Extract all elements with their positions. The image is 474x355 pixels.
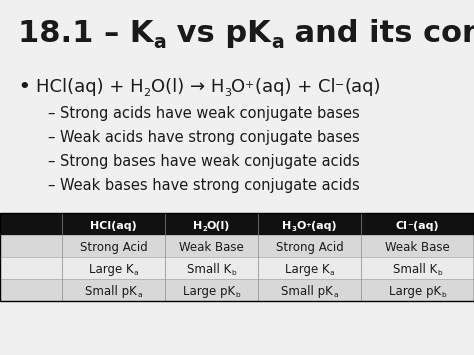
Text: Large pK: Large pK	[183, 285, 235, 298]
Text: Small pK: Small pK	[85, 285, 137, 298]
Text: a: a	[333, 292, 337, 298]
Text: b: b	[438, 270, 442, 276]
Text: a: a	[134, 270, 138, 276]
Text: Large pK: Large pK	[389, 285, 441, 298]
Text: Strong Acid: Strong Acid	[275, 241, 343, 254]
Text: b: b	[441, 292, 446, 298]
Text: 2: 2	[202, 226, 207, 232]
Text: a: a	[271, 33, 284, 52]
Text: H: H	[282, 221, 292, 231]
Text: HCl(aq) + H: HCl(aq) + H	[36, 78, 144, 96]
Bar	[0, 213, 474, 235]
Text: −: −	[335, 80, 345, 91]
Text: 18.1 – K: 18.1 – K	[18, 19, 154, 48]
Text: (aq) + Cl: (aq) + Cl	[255, 78, 335, 96]
Text: 3: 3	[224, 88, 231, 98]
Text: and its conjugates: and its conjugates	[284, 19, 474, 48]
Bar	[0, 257, 474, 279]
Text: a: a	[154, 33, 166, 52]
Text: Small K: Small K	[187, 263, 231, 276]
Text: – Strong acids have weak conjugate bases: – Strong acids have weak conjugate bases	[48, 106, 360, 121]
Text: 2: 2	[144, 88, 151, 98]
Text: a: a	[137, 292, 142, 298]
Text: O: O	[296, 221, 306, 231]
Text: HCl(aq): HCl(aq)	[90, 221, 137, 231]
Text: −: −	[408, 222, 413, 228]
Text: •: •	[18, 78, 29, 96]
Text: – Strong bases have weak conjugate acids: – Strong bases have weak conjugate acids	[48, 154, 360, 169]
Text: (aq): (aq)	[345, 78, 381, 96]
Text: (aq): (aq)	[311, 221, 337, 231]
Text: Small K: Small K	[393, 263, 438, 276]
Text: Strong Acid: Strong Acid	[80, 241, 147, 254]
Bar	[0, 279, 474, 301]
Text: H: H	[193, 221, 202, 231]
Text: +: +	[306, 222, 311, 228]
Text: +: +	[245, 80, 255, 91]
Text: vs pK: vs pK	[166, 19, 271, 48]
Text: Small pK: Small pK	[281, 285, 333, 298]
Text: – Weak acids have strong conjugate bases: – Weak acids have strong conjugate bases	[48, 130, 360, 145]
Text: – Weak bases have strong conjugate acids: – Weak bases have strong conjugate acids	[48, 178, 360, 193]
Text: Large K: Large K	[285, 263, 329, 276]
Text: b: b	[235, 292, 240, 298]
Text: O(l) → H: O(l) → H	[151, 78, 224, 96]
Bar	[0, 235, 474, 257]
Text: Cl: Cl	[396, 221, 408, 231]
Text: Weak Base: Weak Base	[179, 241, 244, 254]
Text: O: O	[231, 78, 245, 96]
Text: b: b	[231, 270, 236, 276]
Text: Weak Base: Weak Base	[385, 241, 450, 254]
Bar	[0, 213, 474, 301]
Text: a: a	[329, 270, 334, 276]
Text: O(l): O(l)	[207, 221, 230, 231]
Text: (aq): (aq)	[413, 221, 439, 231]
Text: Large K: Large K	[89, 263, 134, 276]
Text: 3: 3	[292, 226, 296, 232]
